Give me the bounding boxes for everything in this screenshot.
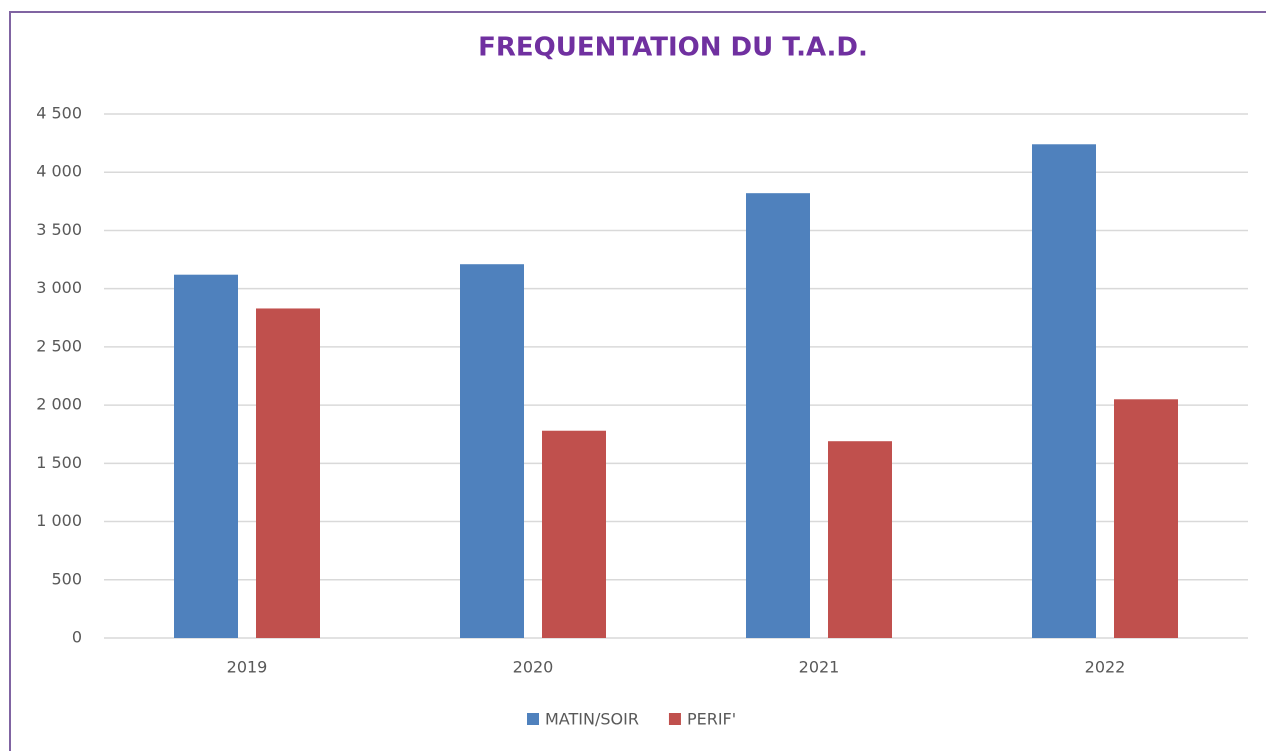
y-tick-label: 1 000	[36, 511, 82, 530]
y-tick-label: 3 500	[36, 220, 82, 239]
legend-label: MATIN/SOIR	[545, 710, 639, 729]
chart-title: FREQUENTATION DU T.A.D.	[478, 33, 868, 63]
bar	[1032, 144, 1096, 638]
y-tick-label: 1 500	[36, 453, 82, 472]
y-tick-label: 4 000	[36, 162, 82, 181]
x-tick-label: 2021	[799, 658, 840, 677]
bar	[746, 193, 810, 638]
y-tick-label: 3 000	[36, 278, 82, 297]
x-tick-label: 2020	[513, 658, 554, 677]
bar	[256, 308, 320, 638]
bar	[1114, 399, 1178, 638]
y-tick-label: 4 500	[36, 104, 82, 123]
x-tick-label: 2022	[1085, 658, 1126, 677]
y-tick-label: 2 500	[36, 336, 82, 355]
bar	[828, 441, 892, 638]
bar	[542, 430, 606, 638]
legend-swatch	[668, 713, 681, 725]
bar	[460, 264, 524, 638]
y-tick-label: 0	[72, 628, 82, 647]
x-tick-label: 2019	[227, 658, 268, 677]
bar	[174, 274, 238, 638]
legend-swatch	[527, 713, 539, 725]
legend-label: PERIF'	[687, 710, 736, 729]
y-tick-label: 500	[51, 569, 82, 588]
y-tick-label: 2 000	[36, 395, 82, 414]
